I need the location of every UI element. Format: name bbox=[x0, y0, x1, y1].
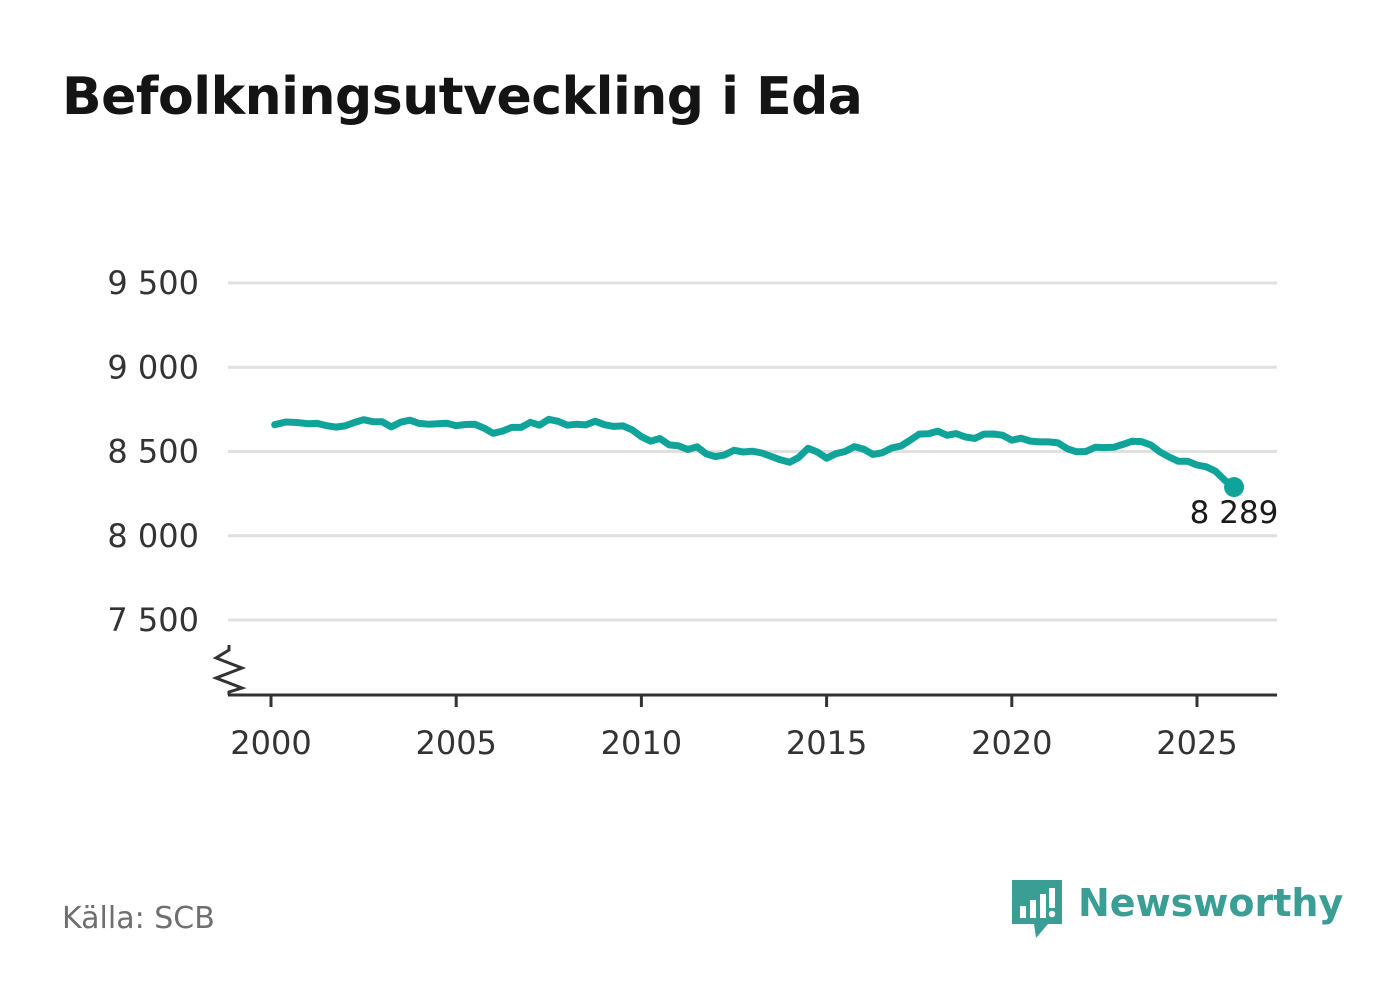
y-axis-break-icon bbox=[211, 645, 247, 695]
axis-break-zigzag bbox=[211, 645, 247, 695]
x-tick-label: 2010 bbox=[601, 724, 682, 762]
x-axis: 2000 2005 2010 2015 2020 2025 bbox=[228, 693, 1277, 762]
last-point-marker bbox=[1224, 477, 1245, 498]
y-axis-tick-labels: 7 500 8 000 8 500 9 000 9 500 bbox=[107, 264, 199, 639]
x-tick-label: 2020 bbox=[971, 724, 1052, 762]
source-note: Källa: SCB bbox=[62, 901, 215, 936]
y-tick-label: 9 000 bbox=[107, 348, 199, 386]
brand-logo: Newsworthy bbox=[1012, 880, 1343, 942]
brand-name: Newsworthy bbox=[1078, 881, 1344, 925]
y-tick-label: 9 500 bbox=[107, 264, 199, 302]
bar-chart-speech-bubble-icon bbox=[1012, 880, 1062, 938]
x-tick-label: 2025 bbox=[1156, 724, 1237, 762]
x-tick-label: 2000 bbox=[230, 724, 311, 762]
chart-title: Befolkningsutveckling i Eda bbox=[62, 67, 863, 127]
series-line bbox=[271, 415, 1238, 491]
x-tick-label: 2005 bbox=[415, 724, 496, 762]
y-tick-label: 8 000 bbox=[107, 517, 199, 555]
data-series: 8 289 bbox=[271, 415, 1279, 531]
x-tick-label: 2015 bbox=[786, 724, 867, 762]
last-value-label: 8 289 bbox=[1190, 495, 1279, 531]
y-tick-label: 7 500 bbox=[107, 601, 199, 639]
y-tick-label: 8 500 bbox=[107, 433, 199, 471]
